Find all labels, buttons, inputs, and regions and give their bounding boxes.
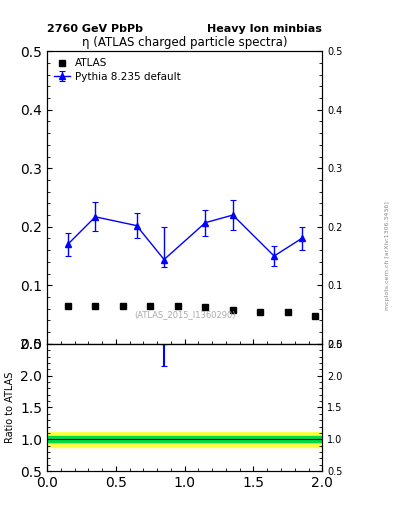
Text: 2760 GeV PbPb: 2760 GeV PbPb: [47, 24, 143, 34]
ATLAS: [286, 309, 290, 315]
ATLAS: [203, 304, 208, 310]
Bar: [47, 436, 322, 442]
Legend: ATLAS, Pythia 8.235 default: ATLAS, Pythia 8.235 default: [52, 56, 183, 83]
Text: mcplots.cern.ch [arXiv:1306.3436]: mcplots.cern.ch [arXiv:1306.3436]: [385, 202, 389, 310]
ATLAS: [93, 303, 97, 309]
ATLAS: [121, 303, 125, 309]
Bar: [47, 432, 322, 447]
ATLAS: [148, 303, 152, 309]
ATLAS: [65, 303, 70, 309]
Line: ATLAS: ATLAS: [65, 303, 318, 318]
ATLAS: [176, 303, 180, 309]
ATLAS: [313, 313, 318, 319]
Text: Heavy Ion minbias: Heavy Ion minbias: [208, 24, 322, 34]
ATLAS: [258, 309, 263, 315]
Title: η (ATLAS charged particle spectra): η (ATLAS charged particle spectra): [82, 36, 287, 49]
ATLAS: [231, 307, 235, 313]
Y-axis label: Ratio to ATLAS: Ratio to ATLAS: [5, 372, 15, 443]
Text: (ATLAS_2015_I1360290): (ATLAS_2015_I1360290): [134, 310, 235, 319]
